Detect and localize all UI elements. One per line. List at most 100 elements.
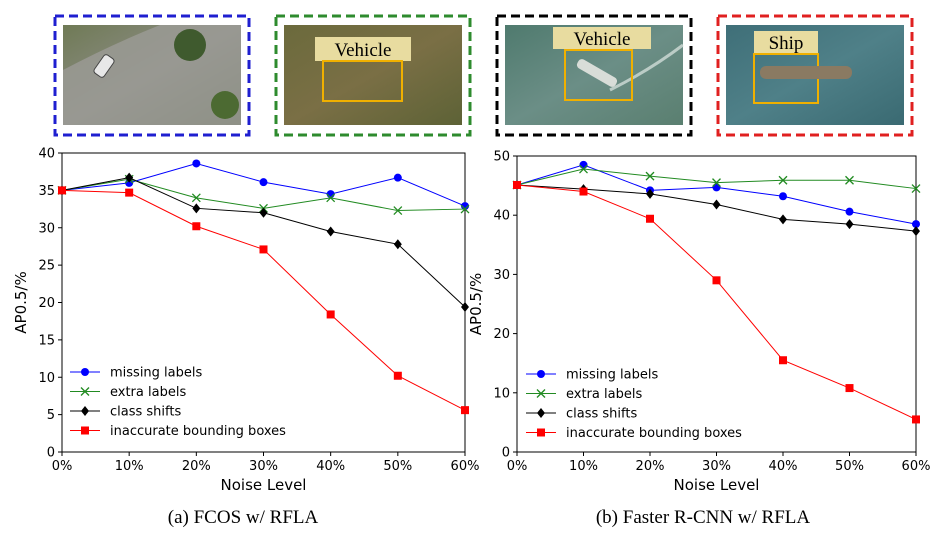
data-point: [461, 406, 469, 415]
chart-fcos: 0% 10% 20% 30% 40% 50% 60% 0 5 10 15 20 25 30 35 40 Nois…: [12, 147, 479, 495]
caption-fcos: (a) FCOS w/ RFLA: [168, 507, 319, 528]
data-point: [192, 222, 201, 231]
data-point: [845, 384, 854, 393]
legend-entry: class shifts: [526, 407, 637, 422]
legend-label: inaccurate bounding boxes: [566, 426, 742, 441]
legend-entry: inaccurate bounding boxes: [526, 426, 742, 441]
thumbnail-3-frame: [495, 14, 693, 137]
thumbnail-3-label-box: [553, 27, 651, 49]
legend-marker: [81, 368, 89, 376]
legend: missing labels extra labels class shifts in…: [70, 366, 286, 439]
data-point: [259, 207, 268, 218]
data-point: [845, 207, 854, 216]
data-point: [579, 160, 588, 169]
data-point: [191, 193, 201, 203]
legend-label: class shifts: [566, 407, 637, 422]
x-tick-label: 50%: [835, 459, 864, 474]
data-point: [646, 188, 654, 199]
legend-marker: [537, 408, 545, 418]
series-inaccurate: [513, 181, 920, 424]
data-point: [779, 356, 787, 365]
legend-entry: missing labels: [526, 368, 658, 383]
x-tick-label: 30%: [249, 459, 278, 474]
y-tick-label: 20: [493, 327, 510, 342]
x-tick-label: 40%: [769, 459, 798, 474]
data-point: [712, 276, 721, 285]
legend-marker: [536, 389, 546, 398]
data-point: [125, 172, 134, 183]
data-point: [712, 199, 721, 210]
series-line: [516, 184, 917, 420]
y-axis-label: AP0.5/%: [12, 271, 30, 333]
thumbnail-1-frame: [53, 14, 251, 137]
data-point: [259, 245, 268, 254]
legend-marker: [80, 387, 90, 396]
thumbnail-2-frame: [274, 14, 472, 137]
thumbnail-3-target-box: [564, 49, 633, 101]
data-point: [125, 188, 134, 197]
x-tick-label: 10%: [115, 459, 144, 474]
thumbnail-4: Ship: [716, 14, 914, 137]
legend-entry: inaccurate bounding boxes: [70, 424, 286, 439]
legend-label: class shifts: [110, 405, 181, 420]
y-tick-label: 35: [38, 184, 55, 199]
data-point: [845, 175, 854, 185]
x-axis-label: Noise Level: [221, 476, 307, 494]
thumbnail-3-label: Vehicle: [574, 29, 631, 50]
data-point: [646, 214, 654, 223]
data-point: [579, 164, 588, 174]
thumbnail-1-tree: [174, 29, 206, 61]
legend-marker: [81, 406, 89, 416]
legend-label: missing labels: [110, 366, 202, 381]
y-tick-label: 0: [502, 446, 510, 461]
data-point: [912, 226, 920, 237]
data-point: [461, 301, 469, 312]
x-axis-label: Noise Level: [674, 476, 760, 494]
data-point: [461, 202, 469, 211]
data-point: [393, 371, 402, 380]
x-tick-label: 10%: [569, 459, 598, 474]
x-tick-label: 50%: [383, 459, 412, 474]
series-missing: [58, 159, 469, 211]
data-point: [192, 159, 201, 168]
legend-entry: missing labels: [70, 366, 202, 381]
y-tick-label: 5: [47, 408, 55, 423]
legend: missing labels extra labels class shifts in…: [526, 368, 742, 441]
data-point: [58, 186, 66, 195]
series-line: [61, 177, 466, 308]
legend-entry: extra labels: [526, 387, 642, 402]
data-point: [513, 181, 521, 190]
chart-faster-rcnn: 0% 10% 20% 30% 40% 50% 60% 0 10 20 30 40 50 Noise Lev…: [467, 150, 930, 495]
y-tick-label: 30: [493, 268, 510, 283]
data-point: [845, 219, 854, 230]
legend-entry: class shifts: [70, 405, 181, 420]
series-extra: [512, 164, 921, 194]
data-point: [712, 178, 721, 188]
y-tick-label: 40: [38, 147, 55, 162]
thumbnail-2-label: Vehicle: [335, 40, 392, 61]
thumbnail-4-ship-icon: [760, 66, 852, 79]
y-tick-label: 40: [493, 209, 510, 224]
data-point: [911, 184, 921, 194]
thumbnail-3-boat-icon: [576, 59, 618, 87]
y-tick-label: 15: [38, 333, 55, 348]
legend-marker: [81, 426, 89, 435]
y-tick-label: 0: [47, 446, 55, 461]
thumbnail-2-label-box: [315, 37, 411, 61]
thumbnail-3: Vehicle: [495, 14, 693, 137]
y-axis-label: AP0.5/%: [467, 273, 485, 335]
x-tick-label: 20%: [636, 459, 665, 474]
data-point: [393, 206, 403, 216]
data-point: [778, 175, 788, 185]
legend-marker: [537, 428, 545, 437]
data-point: [779, 214, 787, 225]
legend-label: missing labels: [566, 368, 658, 383]
legend-label: extra labels: [110, 385, 186, 400]
x-tick-label: 0%: [507, 459, 528, 474]
data-point: [259, 178, 268, 187]
thumbnail-4-label: Ship: [769, 33, 804, 54]
x-tick-label: 30%: [702, 459, 731, 474]
x-tick-label: 60%: [902, 459, 931, 474]
data-point: [192, 203, 201, 214]
